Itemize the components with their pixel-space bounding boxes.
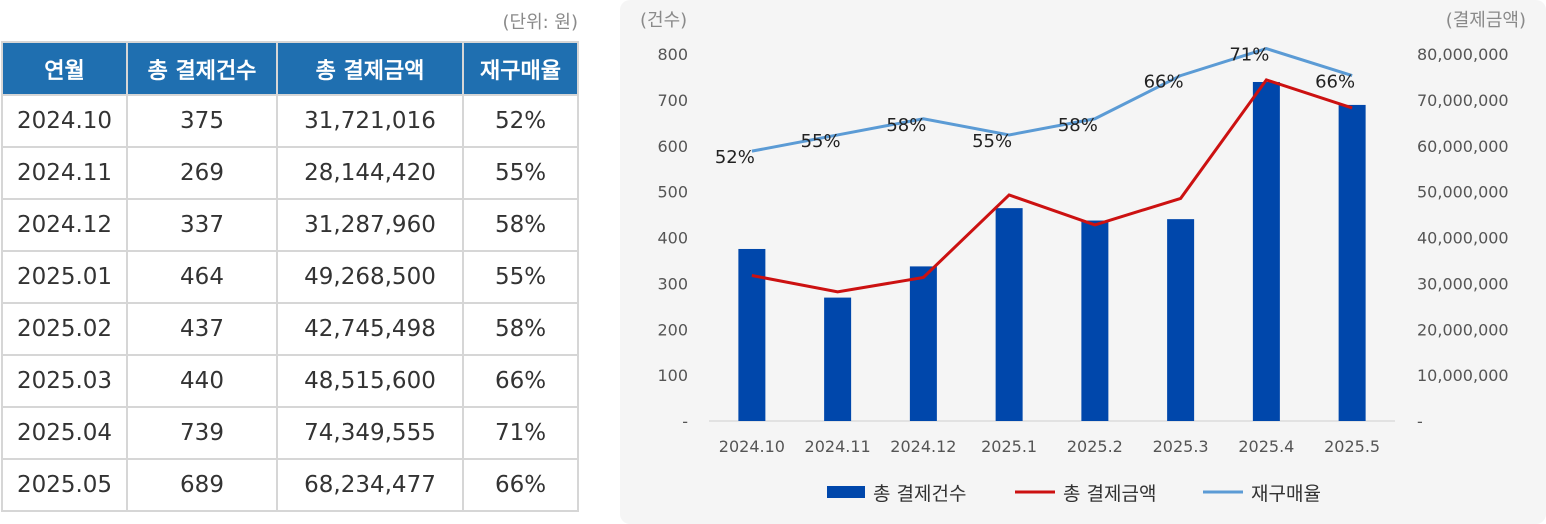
cell-rate: 66% [462,354,579,408]
cell-amount: 49,268,500 [276,250,464,304]
cell-count: 739 [126,406,278,460]
rate-data-label: 66% [1315,72,1355,93]
cell-amount: 48,515,600 [276,354,464,408]
right-tick-label: 10,000,000 [1417,366,1509,385]
line-payment-amount [751,78,1353,294]
left-tick-label: 400 [657,229,688,248]
header-rate: 재구매율 [462,41,579,96]
cell-count: 437 [126,302,278,356]
right-axis-title: (결제금액) [1446,10,1526,31]
table-row: 2024.12 337 31,287,960 58% [1,198,579,252]
cell-rate: 66% [462,458,579,512]
x-tick-label: 2024.12 [890,437,956,456]
payment-table: 연월 총 결제건수 총 결제금액 재구매율 2024.10 375 31,721,0… [1,41,579,512]
table-row: 2025.01 464 49,268,500 55% [1,250,579,304]
legend-swatch-count [827,486,865,498]
left-tick-label: 800 [657,45,688,64]
rate-data-label: 55% [972,131,1012,152]
rate-data-label: 58% [886,115,926,136]
x-tick-label: 2025.5 [1324,437,1380,456]
legend-label-rate: 재구매율 [1251,483,1321,505]
rate-data-label: 52% [715,147,755,168]
cell-rate: 71% [462,406,579,460]
right-tick-label: 60,000,000 [1417,137,1509,156]
left-tick-label: 300 [657,274,688,293]
bar-payment-count [1081,220,1109,421]
right-tick-label: - [1417,412,1423,431]
header-month: 연월 [1,41,128,96]
cell-month: 2024.11 [1,146,128,200]
right-tick-label: 40,000,000 [1417,229,1509,248]
unit-note: (단위: 원) [502,12,578,33]
table-row: 2025.04 739 74,349,555 71% [1,406,579,460]
cell-amount: 28,144,420 [276,146,464,200]
right-tick-label: 20,000,000 [1417,320,1509,339]
cell-count: 337 [126,198,278,252]
cell-count: 440 [126,354,278,408]
cell-month: 2025.01 [1,250,128,304]
bar-payment-count [1252,81,1280,421]
line-repurchase-rate [751,47,1353,153]
cell-month: 2025.03 [1,354,128,408]
cell-count: 375 [126,94,278,148]
table-row: 2024.10 375 31,721,016 52% [1,94,579,148]
table-header-row: 연월 총 결제건수 총 결제금액 재구매율 [1,41,579,96]
bar-payment-count [995,208,1023,421]
rate-data-label: 58% [1058,115,1098,136]
cell-rate: 58% [462,302,579,356]
header-count: 총 결제건수 [126,41,278,96]
rate-data-label: 71% [1229,45,1269,66]
cell-month: 2024.12 [1,198,128,252]
header-amount: 총 결제금액 [276,41,464,96]
cell-count: 269 [126,146,278,200]
right-tick-label: 50,000,000 [1417,183,1509,202]
x-tick-label: 2025.4 [1238,437,1294,456]
cell-count: 689 [126,458,278,512]
bar-payment-count [824,297,852,421]
x-tick-label: 2024.11 [805,437,871,456]
bar-payment-count [1167,219,1195,421]
cell-count: 464 [126,250,278,304]
cell-month: 2025.02 [1,302,128,356]
cell-amount: 31,287,960 [276,198,464,252]
x-tick-label: 2025.2 [1067,437,1123,456]
left-tick-label: - [682,412,688,431]
cell-amount: 31,721,016 [276,94,464,148]
table-row: 2025.02 437 42,745,498 58% [1,302,579,356]
bar-payment-count [738,248,766,421]
cell-rate: 58% [462,198,579,252]
x-tick-label: 2025.1 [981,437,1037,456]
cell-amount: 68,234,477 [276,458,464,512]
left-axis-title: (건수) [640,10,687,31]
bar-payment-count [1338,104,1366,421]
cell-amount: 74,349,555 [276,406,464,460]
cell-month: 2025.04 [1,406,128,460]
left-tick-label: 600 [657,137,688,156]
table-row: 2024.11 269 28,144,420 55% [1,146,579,200]
cell-rate: 55% [462,250,579,304]
cell-month: 2024.10 [1,94,128,148]
legend-label-amount: 총 결제금액 [1063,483,1156,505]
left-tick-label: 200 [657,320,688,339]
x-tick-label: 2025.3 [1153,437,1209,456]
table-row: 2025.05 689 68,234,477 66% [1,458,579,512]
cell-amount: 42,745,498 [276,302,464,356]
cell-month: 2025.05 [1,458,128,512]
left-tick-label: 700 [657,91,688,110]
table-row: 2025.03 440 48,515,600 66% [1,354,579,408]
bar-payment-count [909,266,937,421]
right-tick-label: 70,000,000 [1417,91,1509,110]
x-tick-label: 2024.10 [719,437,785,456]
cell-rate: 55% [462,146,579,200]
left-tick-label: 100 [657,366,688,385]
right-tick-label: 30,000,000 [1417,274,1509,293]
rate-data-label: 55% [801,131,841,152]
left-tick-label: 500 [657,183,688,202]
rate-data-label: 66% [1144,72,1184,93]
cell-rate: 52% [462,94,579,148]
right-tick-label: 80,000,000 [1417,45,1509,64]
legend-label-count: 총 결제건수 [873,483,966,505]
